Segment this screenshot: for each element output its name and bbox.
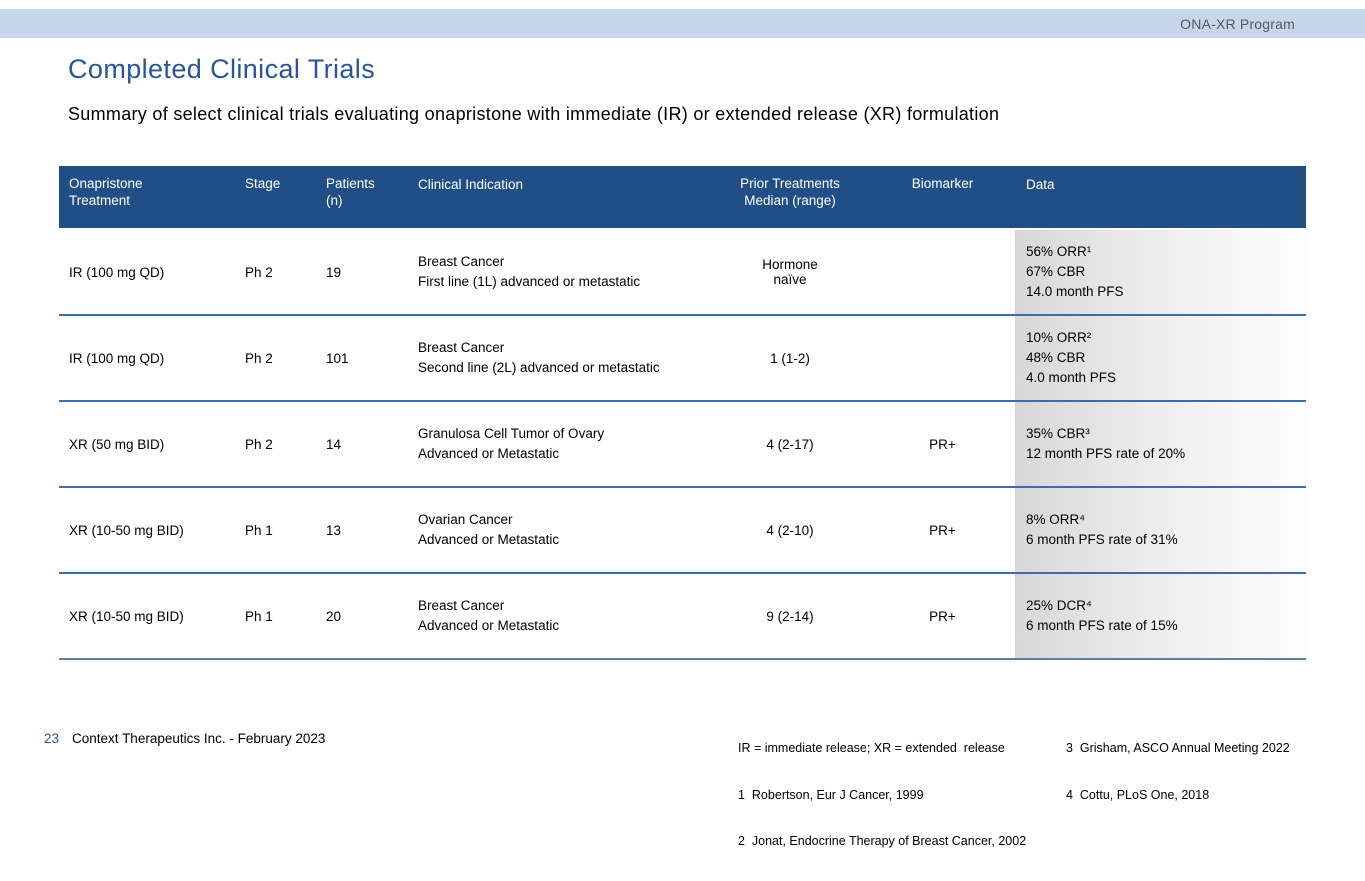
data-column-gradient (1015, 230, 1306, 660)
cell-biomarker: PR+ (929, 436, 956, 452)
slide-footer: 23 Context Therapeutics Inc. - February … (44, 731, 325, 746)
page-title: Completed Clinical Trials (68, 54, 376, 84)
cell-biomarker (870, 316, 1015, 400)
cell-indication: Breast Cancer First line (1L) advanced o… (418, 254, 641, 289)
footnote-1: 1 Robertson, Eur J Cancer, 1999 (738, 787, 924, 802)
footnote-3: 3 Grisham, ASCO Annual Meeting 2022 (1066, 741, 1290, 755)
cell-treatment: XR (10-50 mg BID) (69, 608, 184, 624)
cell-prior-treatments: Hormone naïve (762, 257, 818, 287)
col-header-treatment: Onapristone Treatment (69, 176, 143, 208)
table-row: IR (100 mg QD) Ph 2 101 Breast Cancer Se… (59, 316, 1306, 402)
cell-data: 8% ORR⁴ 6 month PFS rate of 31% (1026, 512, 1178, 547)
cell-patients: 14 (326, 436, 342, 452)
cell-biomarker: PR+ (929, 608, 956, 624)
col-header-biomarker: Biomarker (911, 176, 974, 191)
table-row: XR (10-50 mg BID) Ph 1 13 Ovarian Cancer… (59, 488, 1306, 574)
cell-stage: Ph 2 (245, 350, 273, 366)
cell-stage: Ph 1 (245, 522, 273, 538)
cell-patients: 19 (326, 264, 342, 280)
col-header-stage: Stage (245, 176, 281, 191)
cell-patients: 101 (326, 350, 349, 366)
col-header-prior-treatments: Prior Treatments Median (range) (740, 176, 840, 208)
page-number: 23 (44, 731, 60, 746)
cell-prior-treatments: 9 (2-14) (766, 608, 814, 624)
table-body: IR (100 mg QD) Ph 2 19 Breast Cancer Fir… (59, 230, 1306, 660)
cell-treatment: XR (50 mg BID) (69, 436, 165, 452)
footnotes-left: IR = immediate release; XR = extended re… (738, 710, 1026, 881)
table-row: XR (10-50 mg BID) Ph 1 20 Breast Cancer … (59, 574, 1306, 660)
company-date: Context Therapeutics Inc. - February 202… (72, 731, 326, 746)
cell-indication: Breast Cancer Second line (2L) advanced … (418, 340, 660, 375)
slide: ONA-XR Program Completed Clinical Trials… (0, 9, 1365, 848)
footnote-2: 2 Jonat, Endocrine Therapy of Breast Can… (738, 834, 1027, 848)
cell-stage: Ph 2 (245, 436, 273, 452)
cell-data: 56% ORR¹ 67% CBR 14.0 month PFS (1026, 244, 1124, 299)
page-subtitle: Summary of select clinical trials evalua… (68, 104, 1000, 124)
cell-stage: Ph 1 (245, 608, 273, 624)
cell-prior-treatments: 4 (2-17) (766, 436, 814, 452)
table-row: IR (100 mg QD) Ph 2 19 Breast Cancer Fir… (59, 230, 1306, 316)
program-badge: ONA-XR Program (1180, 15, 1295, 32)
cell-patients: 20 (326, 608, 342, 624)
table-row: XR (50 mg BID) Ph 2 14 Granulosa Cell Tu… (59, 402, 1306, 488)
cell-prior-treatments: 1 (1-2) (770, 350, 810, 366)
cell-data: 10% ORR² 48% CBR 4.0 month PFS (1026, 330, 1117, 385)
cell-data: 25% DCR⁴ 6 month PFS rate of 15% (1026, 598, 1178, 633)
cell-treatment: IR (100 mg QD) (69, 350, 165, 366)
cell-prior-treatments: 4 (2-10) (766, 522, 814, 538)
cell-treatment: IR (100 mg QD) (69, 264, 165, 280)
cell-stage: Ph 2 (245, 264, 273, 280)
cell-biomarker (870, 230, 1015, 314)
footnote-4: 4 Cottu, PLoS One, 2018 (1066, 787, 1210, 802)
cell-patients: 13 (326, 522, 342, 538)
cell-treatment: XR (10-50 mg BID) (69, 522, 184, 538)
col-header-patients: Patients (n) (326, 176, 375, 208)
cell-indication: Ovarian Cancer Advanced or Metastatic (418, 512, 560, 547)
cell-biomarker: PR+ (929, 522, 956, 538)
top-bar: ONA-XR Program (0, 9, 1365, 38)
col-header-data: Data (1026, 177, 1055, 192)
cell-data: 35% CBR³ 12 month PFS rate of 20% (1026, 426, 1186, 461)
clinical-trials-table: Onapristone Treatment Stage Patients (n)… (59, 166, 1306, 660)
footnotes-right: 3 Grisham, ASCO Annual Meeting 2022 4 Co… (1066, 710, 1290, 834)
table-header-row: Onapristone Treatment Stage Patients (n)… (59, 166, 1306, 228)
footnote-abbreviations: IR = immediate release; XR = extended re… (738, 741, 1005, 755)
cell-indication: Granulosa Cell Tumor of Ovary Advanced o… (418, 426, 605, 461)
col-header-indication: Clinical Indication (418, 177, 524, 192)
cell-indication: Breast Cancer Advanced or Metastatic (418, 598, 560, 633)
